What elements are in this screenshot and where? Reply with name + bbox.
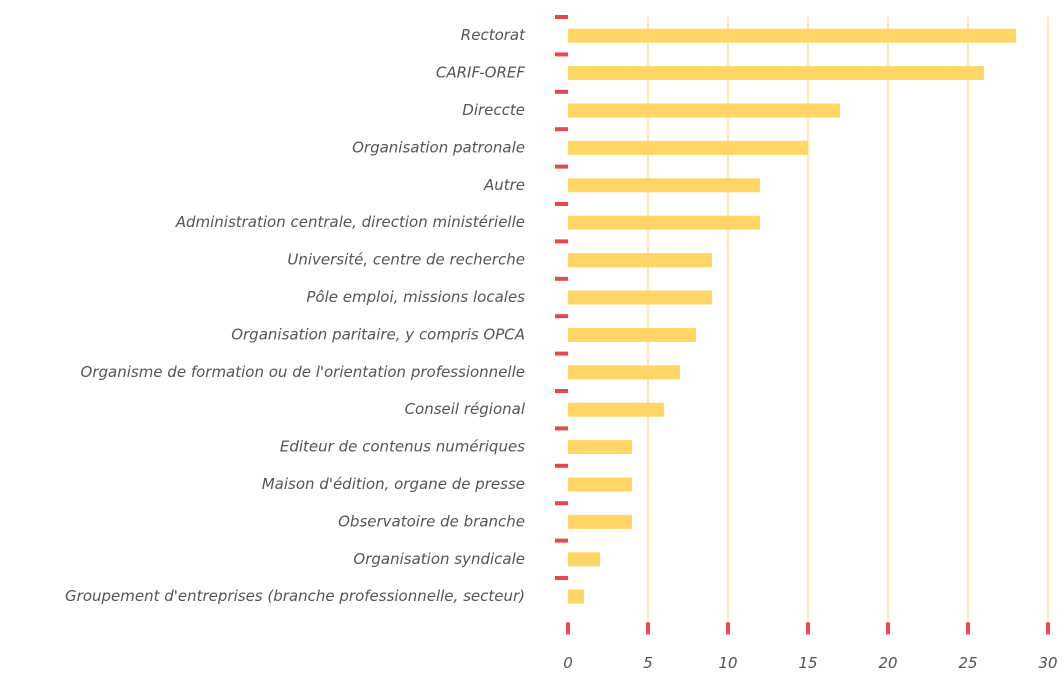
y-tick-label: Observatoire de branche — [338, 512, 525, 530]
bar — [568, 215, 760, 230]
bar — [568, 66, 984, 81]
bar — [568, 178, 760, 193]
bar — [568, 589, 584, 604]
x-tick-label: 20 — [878, 654, 897, 672]
x-tick-label: 25 — [958, 654, 977, 672]
x-tick-label: 15 — [798, 654, 817, 672]
x-tick-label: 10 — [718, 654, 737, 672]
bar — [568, 140, 808, 155]
y-tick-label: Administration centrale, direction minis… — [175, 213, 525, 231]
bar — [568, 28, 1016, 43]
bar — [568, 514, 632, 529]
bar — [568, 440, 632, 455]
bar — [568, 477, 632, 492]
y-tick-label: Rectorat — [461, 26, 526, 44]
y-tick-label: Direccte — [462, 101, 525, 119]
bar — [568, 290, 712, 305]
bar — [568, 365, 680, 380]
y-tick-label: Editeur de contenus numériques — [280, 438, 525, 456]
bar — [568, 253, 712, 268]
y-tick-label: Pôle emploi, missions locales — [306, 288, 525, 306]
y-tick-label: Organisme de formation ou de l'orientati… — [81, 363, 525, 381]
x-tick-label: 5 — [643, 654, 653, 672]
bar — [568, 327, 696, 342]
y-tick-label: Université, centre de recherche — [287, 251, 525, 269]
bar — [568, 103, 840, 118]
y-tick-label: Groupement d'entreprises (branche profes… — [65, 587, 525, 605]
y-tick-label: Autre — [483, 176, 525, 194]
bar — [568, 552, 600, 567]
y-tick-label: Organisation paritaire, y compris OPCA — [231, 325, 525, 343]
y-tick-label: Organisation syndicale — [353, 550, 525, 568]
y-tick-label: CARIF-OREF — [436, 64, 526, 82]
y-tick-label: Conseil régional — [405, 400, 526, 418]
y-tick-label: Maison d'édition, organe de presse — [262, 475, 525, 493]
y-tick-label: Organisation patronale — [352, 138, 525, 156]
x-tick-label: 0 — [563, 654, 573, 672]
bar — [568, 402, 664, 417]
x-tick-label: 30 — [1038, 654, 1057, 672]
